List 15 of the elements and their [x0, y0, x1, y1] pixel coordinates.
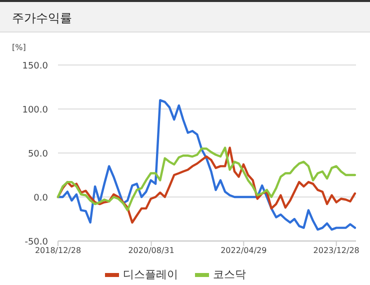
y-tick-label: 50.0 [28, 150, 48, 160]
line-series [56, 99, 356, 231]
y-tick-label: 0.0 [34, 194, 48, 204]
legend-label: 디스플레이 [123, 268, 178, 281]
x-tick-label: 2018/12/28 [34, 246, 82, 255]
x-tick-label: 2023/12/28 [313, 246, 360, 255]
legend-label: 코스닥 [213, 268, 246, 281]
y-tick-label: 150.0 [22, 62, 48, 72]
x-tick-label: 2022/04/29 [220, 246, 267, 255]
x-tick-label: 2020/08/31 [128, 246, 174, 255]
y-tick-label: 100.0 [22, 106, 48, 116]
line-series [56, 146, 356, 212]
chart-title: 주가수익률 [12, 11, 72, 25]
y-tick-label: -50.0 [24, 238, 48, 248]
y-axis-title: [%] [12, 43, 26, 52]
